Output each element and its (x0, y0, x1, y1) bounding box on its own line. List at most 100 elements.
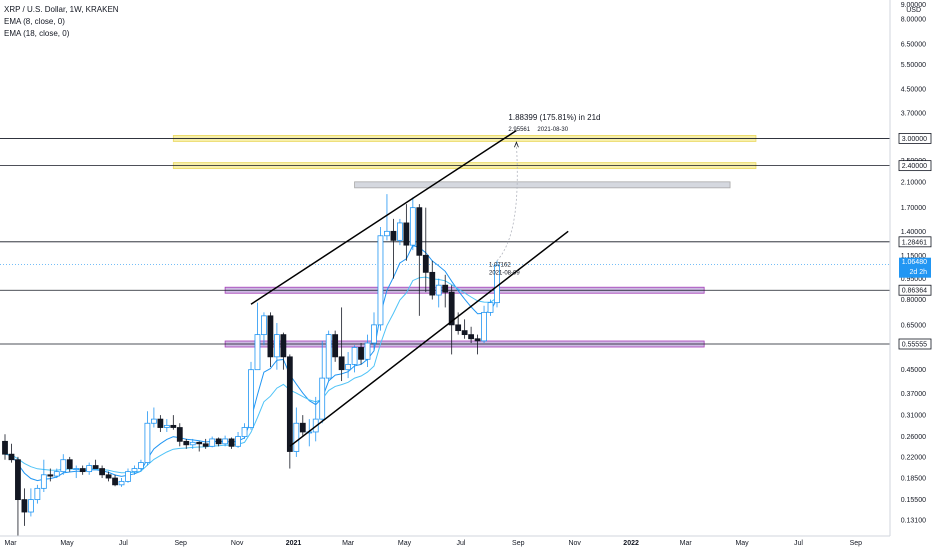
price-tick-label: 0.45000 (901, 367, 926, 374)
projection-label: 1.88399 (175.81%) in 21d (508, 113, 600, 122)
price-tick-label: 1.40000 (901, 229, 926, 236)
candle-body (144, 422, 151, 463)
candle-body (163, 424, 170, 428)
price-tick-label: 0.95000 (901, 276, 926, 283)
candle-body (422, 254, 429, 273)
candle-body (435, 284, 442, 296)
projection-origin-date: 2021-08-09 (489, 271, 520, 277)
time-tick-label: Jul (456, 540, 465, 547)
level-tag-bg (898, 133, 932, 144)
candle-body (209, 438, 216, 447)
price-tick-label: 0.65000 (901, 322, 926, 329)
candle-body (377, 235, 384, 326)
time-tick-label: May (60, 540, 74, 547)
candle-body (429, 271, 436, 296)
candle-body (228, 438, 235, 447)
price-tick-label: 6.50000 (901, 42, 926, 49)
candle-body (118, 480, 125, 486)
candle-body (390, 230, 397, 241)
candle-body (364, 342, 371, 360)
time-axis: Mar May Jul Sep Nov 2021 Mar May Jul Sep Nov 2022 Ma… (0, 535, 890, 547)
plot-area[interactable] (0, 0, 890, 536)
candle-body (66, 459, 73, 469)
level-tag: 2.40000 (902, 163, 927, 170)
candle-body (222, 438, 229, 445)
candle-body (487, 302, 494, 313)
candle-body (416, 207, 423, 256)
candle-body (280, 334, 287, 358)
time-tick-label: Nov (568, 540, 581, 547)
candle-body (215, 438, 222, 445)
level-tag-bg (898, 338, 932, 350)
price-tick-label: 0.13100 (901, 518, 926, 525)
candle-body (325, 334, 332, 379)
price-tick-label: 0.18500 (901, 476, 926, 483)
candle-body (332, 334, 339, 358)
candle-body (125, 471, 131, 482)
level-tag: 1.28461 (902, 239, 927, 246)
candle-body (79, 468, 86, 473)
time-tick-label: Mar (680, 540, 693, 547)
candle-body (481, 311, 487, 342)
chart-legend: XRP / U.S. Dollar, 1W, KRAKEN EMA (8, cl… (4, 4, 119, 40)
candle-body (371, 324, 377, 344)
candle-body (442, 284, 449, 293)
ema-18-label: EMA (18, close, 0) (4, 29, 70, 38)
candle-body (150, 418, 157, 424)
candle-body (34, 487, 41, 501)
price-tick-label: 5.50000 (901, 62, 926, 69)
candle-body (92, 465, 99, 469)
projection-target-date: 2021-08-30 (537, 127, 568, 133)
candle-body (468, 334, 475, 340)
price-tick-label: 0.37000 (901, 391, 926, 398)
level-tag-bg (898, 160, 932, 172)
projection-target-price: 2.95561 (508, 127, 530, 133)
candle-body (345, 363, 352, 371)
time-tick-label: Jul (119, 540, 128, 547)
candle-body (196, 441, 203, 445)
candle-body (157, 418, 164, 428)
level-tag-bg (898, 236, 932, 248)
currency-label: USD (906, 7, 921, 14)
candle-body (138, 462, 144, 469)
candle-body (170, 424, 177, 428)
candle-body (176, 427, 183, 442)
time-tick-label: Sep (850, 540, 863, 547)
time-tick-label: Sep (174, 540, 187, 547)
candle-body (53, 471, 60, 477)
candle-body (267, 315, 274, 358)
candle-body (189, 441, 196, 446)
candle-body (40, 474, 47, 489)
time-tick-label: Mar (5, 540, 18, 547)
candle-body (396, 222, 403, 241)
channel-layer (250, 129, 569, 447)
candle-body (105, 474, 112, 479)
candle-body (273, 334, 280, 358)
time-tick-label: Jul (794, 540, 803, 547)
price-tick-label: 8.00000 (901, 16, 926, 23)
candle-body (384, 230, 390, 237)
candle-body (15, 459, 21, 501)
candle-body (47, 474, 54, 477)
current-price-tag-bg (899, 257, 931, 278)
candle-body (409, 207, 416, 246)
candle-body (21, 499, 28, 513)
level-tag: 3.00000 (902, 136, 927, 143)
price-tick-label: 1.15000 (901, 253, 926, 260)
projection-origin-price: 1.07162 (489, 263, 511, 269)
ema-8-label: EMA (8, close, 0) (4, 17, 65, 26)
candle-body (319, 377, 326, 420)
price-tick-label: 9.00000 (901, 2, 926, 9)
projection-arrow-icon (514, 141, 519, 148)
candle-body (455, 324, 462, 332)
candle-body (73, 468, 80, 470)
candle-body (293, 422, 300, 452)
price-tick-label: 0.31000 (901, 413, 926, 420)
countdown-tag: 2d 2h (909, 269, 927, 276)
candle-body (27, 499, 34, 513)
price-tick-label: 0.80000 (901, 297, 926, 304)
candle-body (241, 427, 248, 437)
candle-body (261, 315, 267, 336)
